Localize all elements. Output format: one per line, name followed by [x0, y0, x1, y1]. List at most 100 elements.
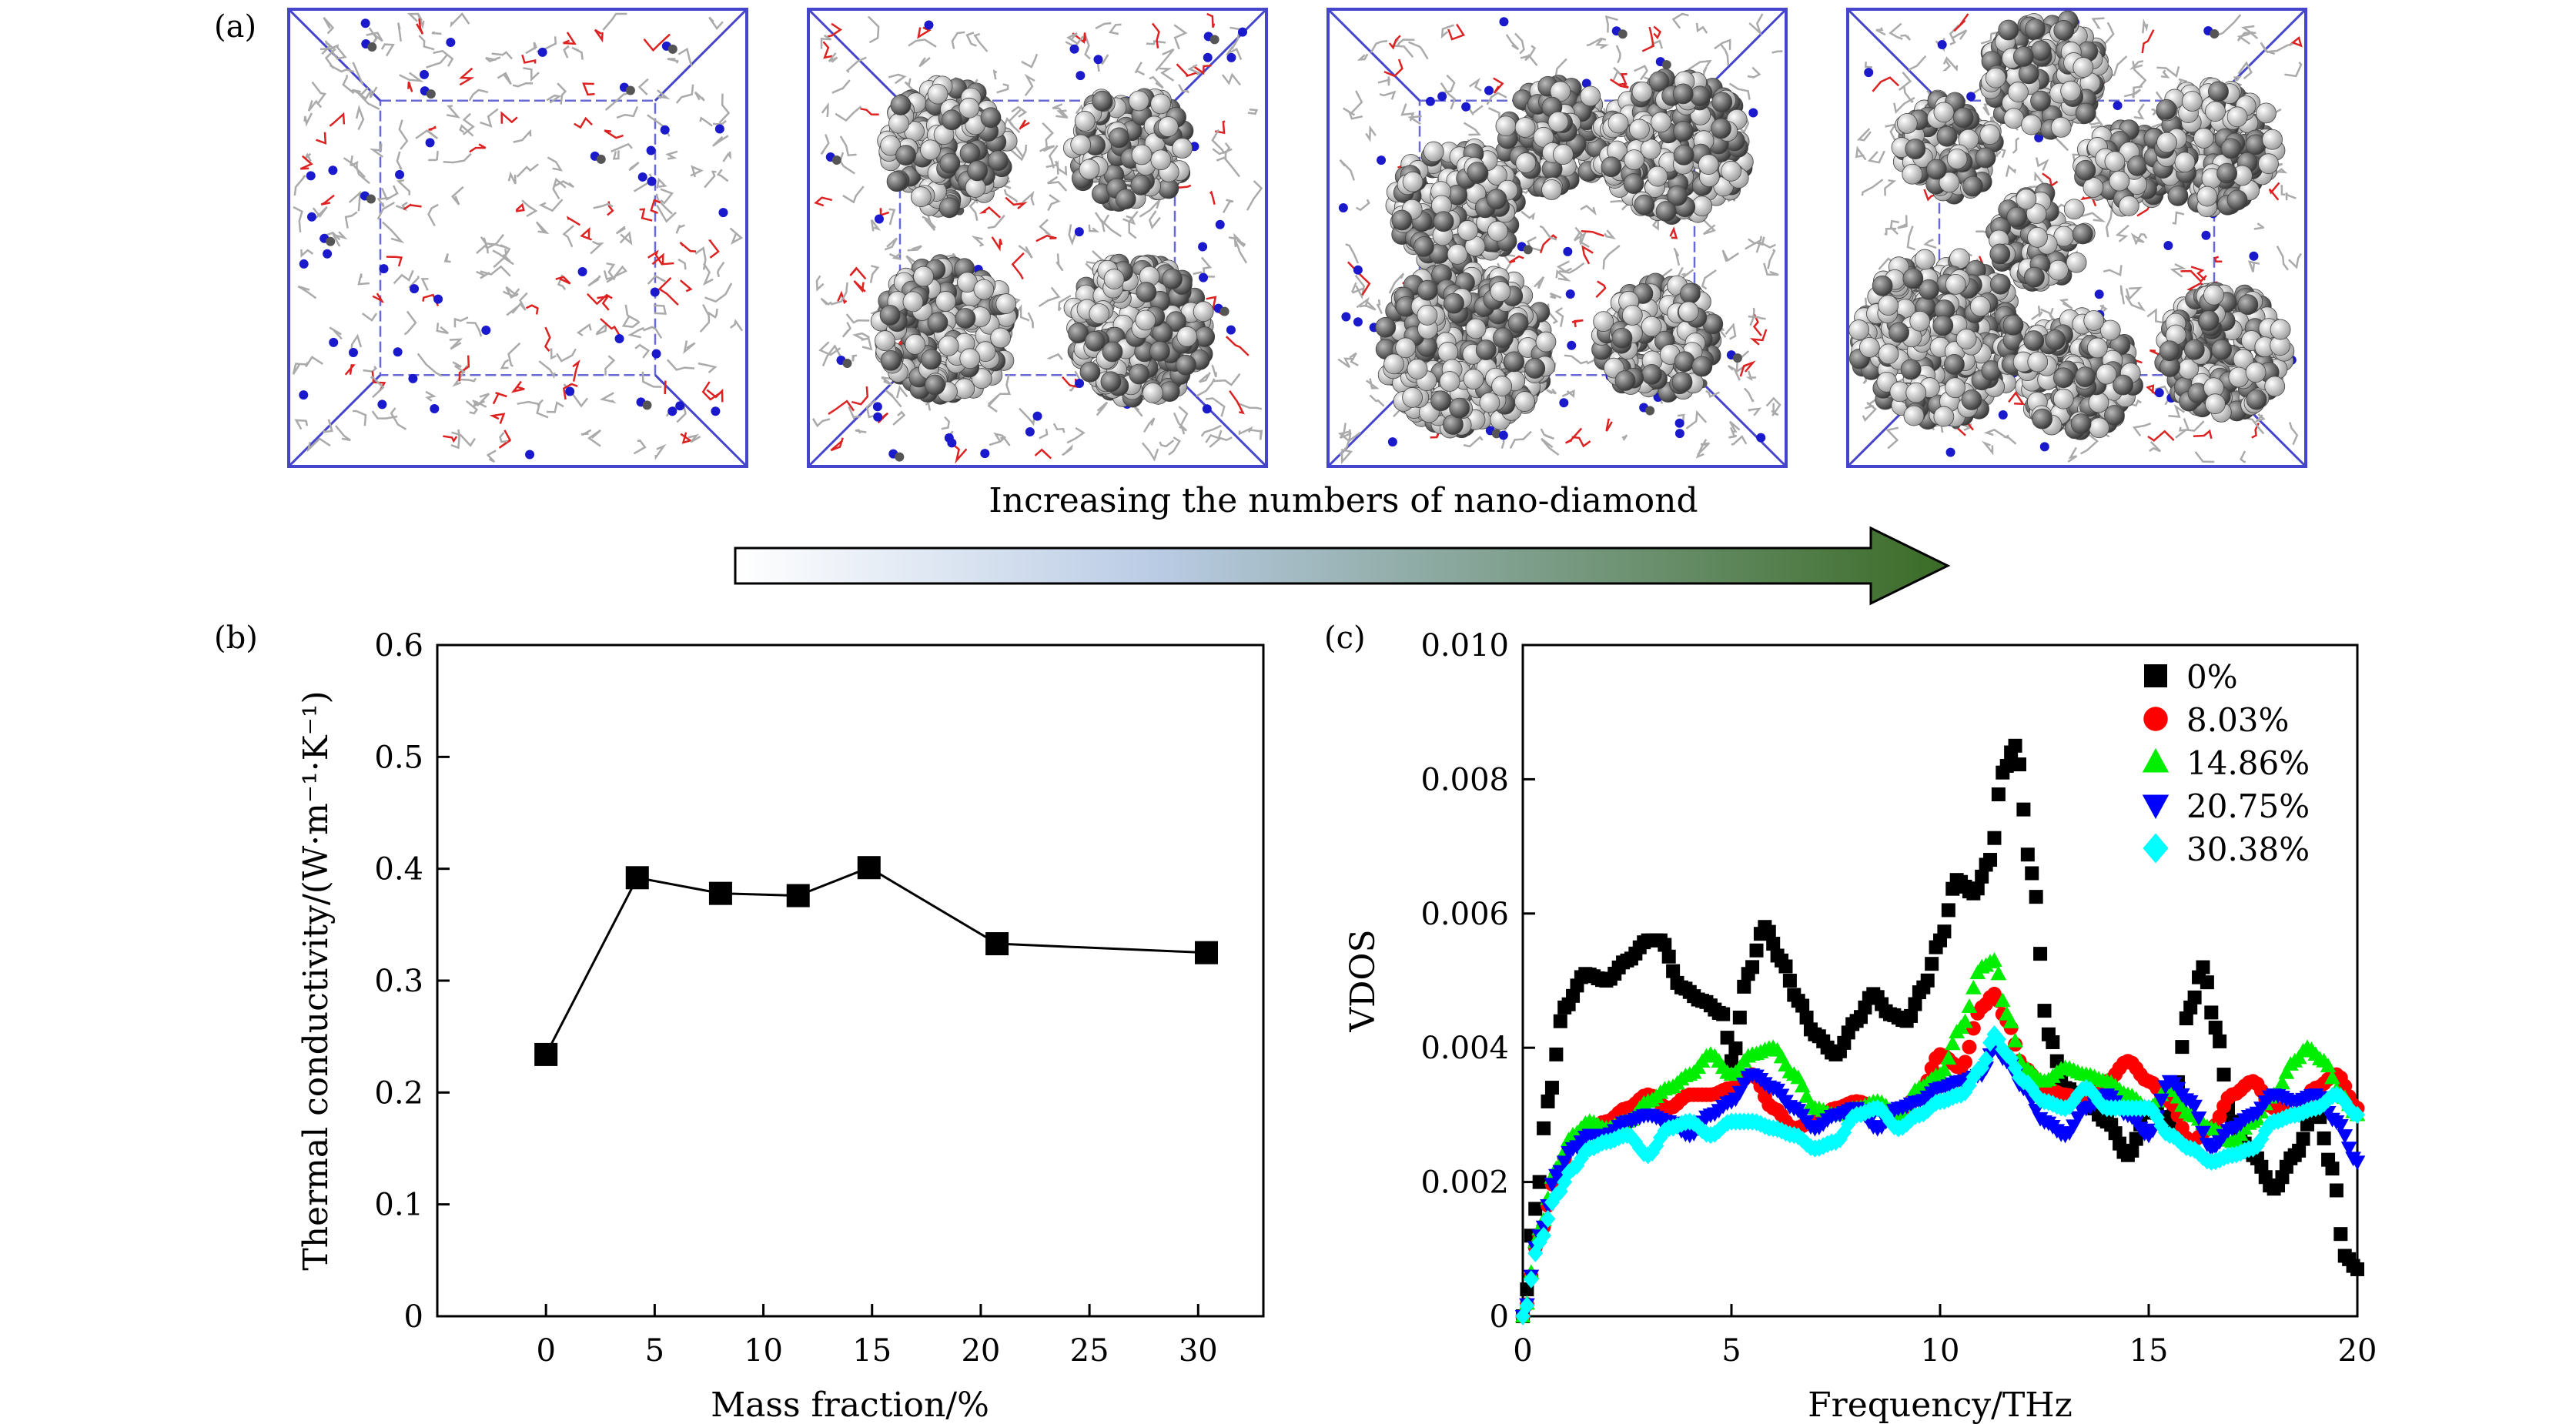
nitrogen-atom: [1945, 447, 1955, 457]
vdos-point: [1795, 998, 1810, 1013]
vdos-point: [1958, 1055, 1972, 1070]
vdos-point: [1644, 1143, 1660, 1162]
thermal-conductivity-point: [708, 881, 732, 905]
vdos-point: [2175, 1040, 2190, 1055]
nitrogen-atom: [1563, 246, 1573, 256]
vdos-point: [1690, 1117, 1706, 1135]
thermal-conductivity-point: [534, 1042, 558, 1066]
vdos-point: [2200, 975, 2214, 990]
nitrogen-atom: [1674, 429, 1684, 439]
vdos-point: [2066, 1091, 2082, 1111]
nitrogen-atom: [525, 450, 535, 460]
vdos-point: [1658, 938, 1672, 952]
nitrogen-atom: [481, 325, 491, 335]
nitrogen-atom: [651, 349, 661, 359]
chart-b-xtick-label: 20: [961, 1333, 1000, 1369]
vdos-point: [2029, 890, 2043, 904]
sim-box-outer: [1846, 8, 2307, 468]
thermal-conductivity-point: [625, 866, 649, 890]
vdos-point: [1624, 1128, 1639, 1146]
nitrogen-atom: [1484, 85, 1494, 95]
md-snapshot-8: [1846, 8, 2307, 468]
legend-marker: [2142, 794, 2170, 819]
nitrogen-atom: [660, 125, 670, 135]
nitrogen-atom: [430, 403, 440, 413]
nitrogen-atom: [1226, 52, 1236, 62]
vdos-point: [2187, 990, 2202, 1004]
nitrogen-atom: [667, 406, 677, 416]
chart-b-ytick-label: 0.1: [374, 1188, 423, 1223]
nitrogen-atom: [328, 165, 338, 175]
vdos-point: [2350, 1105, 2365, 1125]
vdos-point: [2020, 847, 2035, 862]
nanodiamond-cluster: [2012, 307, 2143, 440]
vdos-point: [2292, 1143, 2307, 1158]
vdos-point: [1940, 1050, 1957, 1065]
vdos-point: [1991, 787, 2006, 802]
thermal-conductivity-point: [857, 856, 881, 880]
vdos-point: [2324, 1069, 2340, 1085]
chart-c-xtick-label: 5: [1721, 1333, 1741, 1369]
vdos-point: [2170, 1130, 2186, 1149]
nitrogen-atom: [2094, 289, 2104, 299]
vdos-point: [1666, 964, 1681, 978]
nitrogen-atom: [1025, 427, 1035, 437]
nitrogen-atom: [408, 373, 418, 383]
nitrogen-atom: [2034, 132, 2044, 142]
vdos-point: [1882, 1112, 1898, 1131]
vdos-point: [1965, 1068, 1982, 1087]
vdos-point: [1982, 1033, 1998, 1052]
nitrogen-atom: [2163, 240, 2173, 250]
vdos-point: [1553, 1014, 1567, 1028]
vdos-point: [1737, 979, 1751, 994]
panel-b-label: (b): [214, 620, 258, 656]
nitrogen-atom: [1559, 398, 1569, 408]
vdos-point: [2325, 1162, 2340, 1176]
vdos-point: [2025, 866, 2039, 881]
nitrogen-atom: [675, 401, 685, 411]
vdos-point: [1661, 949, 1676, 964]
chart-c-xtick-label: 15: [2129, 1333, 2169, 1369]
md-snapshot-0: [287, 8, 748, 468]
nitrogen-atom: [1075, 379, 1085, 389]
vdos-point: [1937, 924, 1952, 939]
vdos-point: [1648, 1136, 1664, 1155]
vdos-point: [1990, 965, 2007, 981]
sim-box-edge: [807, 374, 902, 468]
nitrogen-atom: [873, 412, 883, 422]
nanodiamond-cluster: [1062, 88, 1194, 212]
nitrogen-atom: [1567, 340, 1577, 350]
nanodiamond-cluster: [877, 75, 1018, 219]
nanodiamond-cluster: [1375, 262, 1557, 439]
nitrogen-atom: [537, 47, 547, 57]
vdos-point: [1936, 1061, 1952, 1077]
panel-c-label: (c): [1324, 620, 1366, 656]
nitrogen-atom: [2154, 388, 2164, 398]
vdos-point: [2320, 1058, 2337, 1073]
vdos-point: [1628, 1132, 1644, 1152]
nitrogen-atom: [614, 334, 624, 344]
vdos-point: [1573, 1149, 1589, 1168]
chart-c-ytick-label: 0.008: [1420, 762, 1509, 797]
vdos-point: [2091, 1091, 2106, 1111]
chart-b-xtick-label: 15: [852, 1333, 892, 1369]
vdos-point: [1761, 924, 1776, 939]
vdos-point: [1766, 937, 1781, 951]
nanodiamond-cluster: [1986, 182, 2096, 292]
nitrogen-atom: [565, 386, 575, 396]
sim-box-inner: [379, 99, 657, 376]
vdos-point: [2340, 1142, 2357, 1157]
vdos-point: [2037, 1004, 2052, 1018]
nanodiamond-cluster: [2143, 77, 2286, 218]
nitrogen-atom: [379, 264, 389, 274]
arrow-caption: Increasing the numbers of nano-diamond: [989, 481, 1698, 520]
vdos-point: [1540, 1209, 1556, 1228]
nitrogen-atom: [1203, 52, 1213, 62]
vdos-chart: Frequency/THz VDOS 0 5 10 15 20 0 0.002 0.004 0.…: [1343, 628, 2377, 1424]
nitrogen-atom: [306, 212, 316, 222]
nitrogen-atom: [1353, 317, 1363, 327]
chart-c-ytick-label: 0.006: [1420, 897, 1509, 932]
vdos-point: [1925, 957, 1939, 971]
vdos-series-0: [1516, 738, 2364, 1323]
vdos-point: [1541, 1094, 1555, 1108]
